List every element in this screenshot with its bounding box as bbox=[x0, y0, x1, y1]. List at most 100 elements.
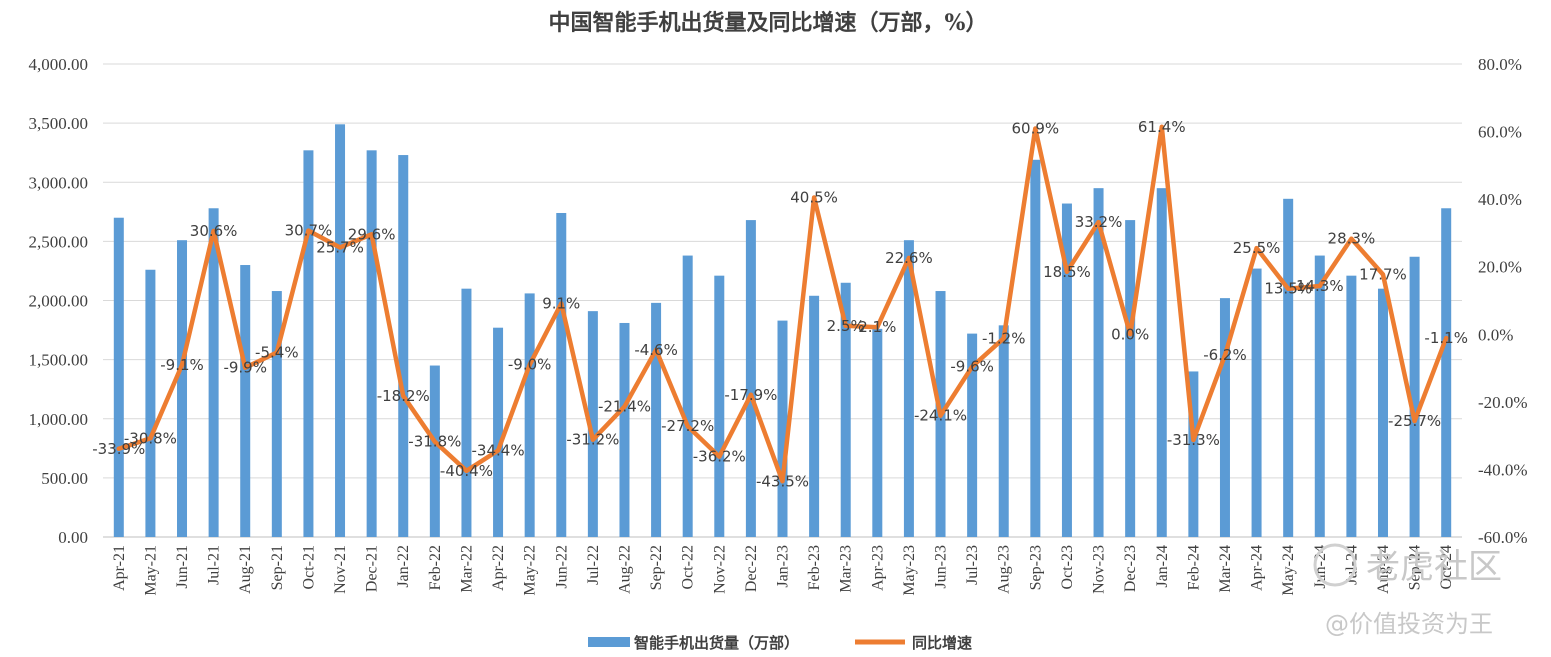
x-tick-label: Apr-21 bbox=[111, 545, 128, 591]
data-label: -17.9% bbox=[724, 386, 777, 404]
left-tick-label: 1,500.00 bbox=[29, 351, 89, 370]
line-point bbox=[432, 439, 437, 444]
data-label: 9.1% bbox=[542, 295, 580, 313]
x-tick-label: Jul-23 bbox=[964, 545, 981, 585]
line-point bbox=[1317, 283, 1322, 288]
bar bbox=[493, 327, 504, 537]
watermark: 老虎社区 @价值投资为王 bbox=[1313, 543, 1502, 638]
x-tick-label: Mar-24 bbox=[1217, 545, 1234, 593]
line-point bbox=[527, 362, 532, 367]
bar bbox=[1314, 255, 1325, 537]
bar bbox=[1283, 198, 1294, 537]
line-point bbox=[970, 364, 975, 369]
x-tick-label: Mar-22 bbox=[458, 545, 475, 593]
data-label: 25.7% bbox=[316, 238, 364, 256]
data-label: -18.2% bbox=[377, 387, 430, 405]
data-label: -9.9% bbox=[223, 359, 267, 377]
bar bbox=[208, 208, 219, 537]
data-label: 18.5% bbox=[1043, 263, 1091, 281]
line-point bbox=[843, 323, 848, 328]
x-tick-label: Jul-22 bbox=[585, 545, 602, 585]
x-tick-label: May-21 bbox=[142, 545, 159, 596]
line-point bbox=[1064, 269, 1069, 274]
line-point bbox=[654, 347, 659, 352]
line-point bbox=[464, 468, 469, 473]
data-label: -9.6% bbox=[950, 358, 994, 376]
line-point bbox=[906, 255, 911, 260]
x-tick-label: Feb-22 bbox=[427, 545, 444, 590]
bar bbox=[429, 365, 440, 537]
right-tick-label: 60.0% bbox=[1478, 123, 1522, 142]
data-label: -31.3% bbox=[1167, 431, 1220, 449]
data-label: -31.8% bbox=[408, 433, 461, 451]
x-tick-label: Oct-23 bbox=[1059, 545, 1076, 589]
x-tick-label: Oct-22 bbox=[680, 545, 697, 589]
data-label: -4.6% bbox=[634, 341, 678, 359]
data-label: 13.5% bbox=[1264, 280, 1312, 298]
data-label: -1.2% bbox=[982, 329, 1026, 347]
bar bbox=[1441, 208, 1452, 537]
legend-line-label: 同比增速 bbox=[912, 634, 972, 652]
line-point bbox=[590, 437, 595, 442]
line-point bbox=[1444, 336, 1449, 341]
data-labels: -33.9%-30.8%-9.1%30.6%-9.9%-5.4%30.7%25.… bbox=[92, 118, 1468, 490]
right-axis-ticks: -60.0% -40.0% -20.0% 0.0% 20.0% 40.0% 60.0% 80.… bbox=[1478, 55, 1528, 547]
bar bbox=[809, 295, 820, 537]
bar bbox=[1125, 220, 1136, 537]
line-point bbox=[1412, 419, 1417, 424]
line-point bbox=[1191, 438, 1196, 443]
data-label: -9.0% bbox=[508, 356, 552, 374]
line-point bbox=[306, 228, 311, 233]
line-point bbox=[812, 195, 817, 200]
x-tick-label: Mar-23 bbox=[838, 545, 855, 593]
line-point bbox=[338, 245, 343, 250]
left-tick-label: 2,500.00 bbox=[29, 232, 89, 251]
bar bbox=[682, 255, 693, 537]
data-label: -30.8% bbox=[124, 429, 177, 447]
legend-bar-swatch bbox=[588, 637, 630, 647]
line-point bbox=[875, 325, 880, 330]
x-tick-label: Sep-23 bbox=[1027, 545, 1044, 590]
bar bbox=[903, 240, 914, 537]
data-label: 30.7% bbox=[285, 222, 333, 240]
data-label: 40.5% bbox=[790, 188, 838, 206]
data-label: 30.6% bbox=[190, 222, 238, 240]
right-tick-label: 80.0% bbox=[1478, 55, 1522, 74]
line-point bbox=[1222, 353, 1227, 358]
x-tick-label: Apr-24 bbox=[1249, 545, 1266, 591]
bar bbox=[303, 150, 314, 537]
line-point bbox=[780, 479, 785, 484]
bar bbox=[840, 282, 851, 537]
data-label: 17.7% bbox=[1359, 265, 1407, 283]
data-label: 2.5% bbox=[827, 317, 865, 335]
right-tick-label: 20.0% bbox=[1478, 258, 1522, 277]
x-tick-label: Aug-22 bbox=[616, 545, 633, 594]
right-tick-label: -40.0% bbox=[1478, 460, 1528, 479]
x-tick-label: Nov-23 bbox=[1091, 545, 1108, 594]
line-point bbox=[1128, 332, 1133, 337]
line-point bbox=[1001, 336, 1006, 341]
data-label: 33.2% bbox=[1075, 213, 1123, 231]
left-tick-label: 1,000.00 bbox=[29, 410, 89, 429]
data-label: -24.1% bbox=[914, 407, 967, 425]
bar bbox=[366, 150, 377, 537]
bar bbox=[113, 217, 124, 537]
x-tick-label: Nov-21 bbox=[332, 545, 349, 594]
bar bbox=[1377, 288, 1388, 537]
x-tick-label: Dec-21 bbox=[364, 545, 381, 592]
bar bbox=[556, 212, 567, 537]
line-point bbox=[717, 454, 722, 459]
line-point bbox=[243, 365, 248, 370]
data-label: 14.3% bbox=[1296, 277, 1344, 295]
data-label: 29.6% bbox=[348, 225, 396, 243]
left-tick-label: 3,500.00 bbox=[29, 114, 89, 133]
bar bbox=[177, 240, 188, 537]
bar bbox=[335, 124, 346, 538]
bar bbox=[967, 333, 978, 537]
line-point bbox=[938, 413, 943, 418]
chart-title: 中国智能手机出货量及同比增速（万部，%） bbox=[549, 10, 988, 36]
x-tick-label: Jun-23 bbox=[933, 545, 950, 589]
line-point bbox=[180, 363, 185, 368]
